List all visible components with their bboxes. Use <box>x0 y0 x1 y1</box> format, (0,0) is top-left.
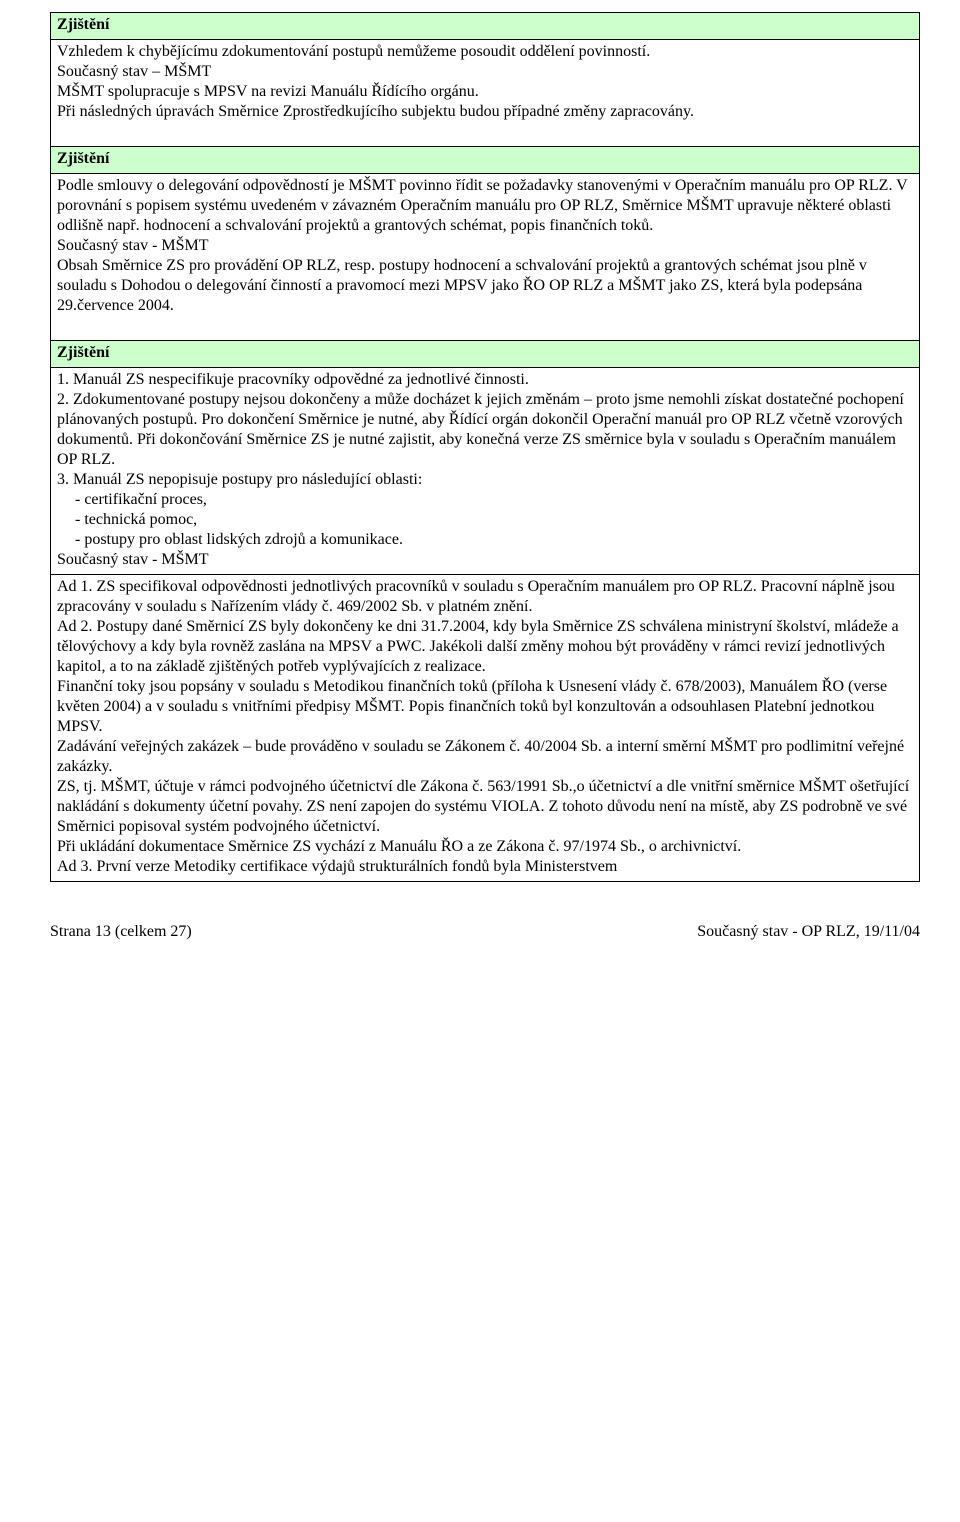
status-p7: Ad 3. První verze Metodiky certifikace v… <box>57 857 913 877</box>
section3-p3-intro: 3. Manuál ZS nepopisuje postupy pro násl… <box>57 470 913 490</box>
section1-body: Vzhledem k chybějícímu zdokumentování po… <box>51 40 920 147</box>
footer-left: Strana 13 (celkem 27) <box>50 922 192 942</box>
status-p6: Při ukládání dokumentace Směrnice ZS vyc… <box>57 837 913 857</box>
heading-soucasny-2: Současný stav - MŠMT <box>57 236 913 256</box>
section3-p2: 2. Zdokumentované postupy nejsou dokonče… <box>57 390 913 470</box>
status-p4: Zadávání veřejných zakázek – bude provád… <box>57 737 913 777</box>
page-footer: Strana 13 (celkem 27) Současný stav - OP… <box>50 922 920 942</box>
heading-soucasny-1: Současný stav – MŠMT <box>57 62 913 82</box>
section2-body: Podle smlouvy o delegování odpovědností … <box>51 174 920 341</box>
section1-line2: MŠMT spolupracuje s MPSV na revizi Manuá… <box>57 82 913 102</box>
status-p2: Ad 2. Postupy dané Směrnicí ZS byly doko… <box>57 617 913 677</box>
bullet-a: certifikační proces, <box>93 490 913 510</box>
status-p3: Finanční toky jsou popsány v souladu s M… <box>57 677 913 737</box>
section3-p1: 1. Manuál ZS nespecifikuje pracovníky od… <box>57 370 913 390</box>
section3-bullets: certifikační proces, technická pomoc, po… <box>57 490 913 550</box>
section3-status: Ad 1. ZS specifikoval odpovědnosti jedno… <box>51 575 920 882</box>
section2-status: Obsah Směrnice ZS pro provádění OP RLZ, … <box>57 256 913 316</box>
section3-findings: 1. Manuál ZS nespecifikuje pracovníky od… <box>51 368 920 575</box>
bullet-c: postupy pro oblast lidských zdrojů a kom… <box>93 530 913 550</box>
heading-soucasny-3: Současný stav - MŠMT <box>57 550 913 570</box>
status-p1: Ad 1. ZS specifikoval odpovědnosti jedno… <box>57 577 913 617</box>
bullet-b: technická pomoc, <box>93 510 913 530</box>
heading-zjisteni-1: Zjištění <box>51 13 920 40</box>
document-table: Zjištění Vzhledem k chybějícímu zdokumen… <box>50 12 920 882</box>
status-p5: ZS, tj. MŠMT, účtuje v rámci podvojného … <box>57 777 913 837</box>
section1-line3: Při následných úpravách Směrnice Zprostř… <box>57 102 913 122</box>
section2-finding: Podle smlouvy o delegování odpovědností … <box>57 176 913 236</box>
heading-zjisteni-2: Zjištění <box>51 147 920 174</box>
section1-line1: Vzhledem k chybějícímu zdokumentování po… <box>57 42 913 62</box>
heading-zjisteni-3: Zjištění <box>51 341 920 368</box>
footer-right: Současný stav - OP RLZ, 19/11/04 <box>697 922 920 942</box>
